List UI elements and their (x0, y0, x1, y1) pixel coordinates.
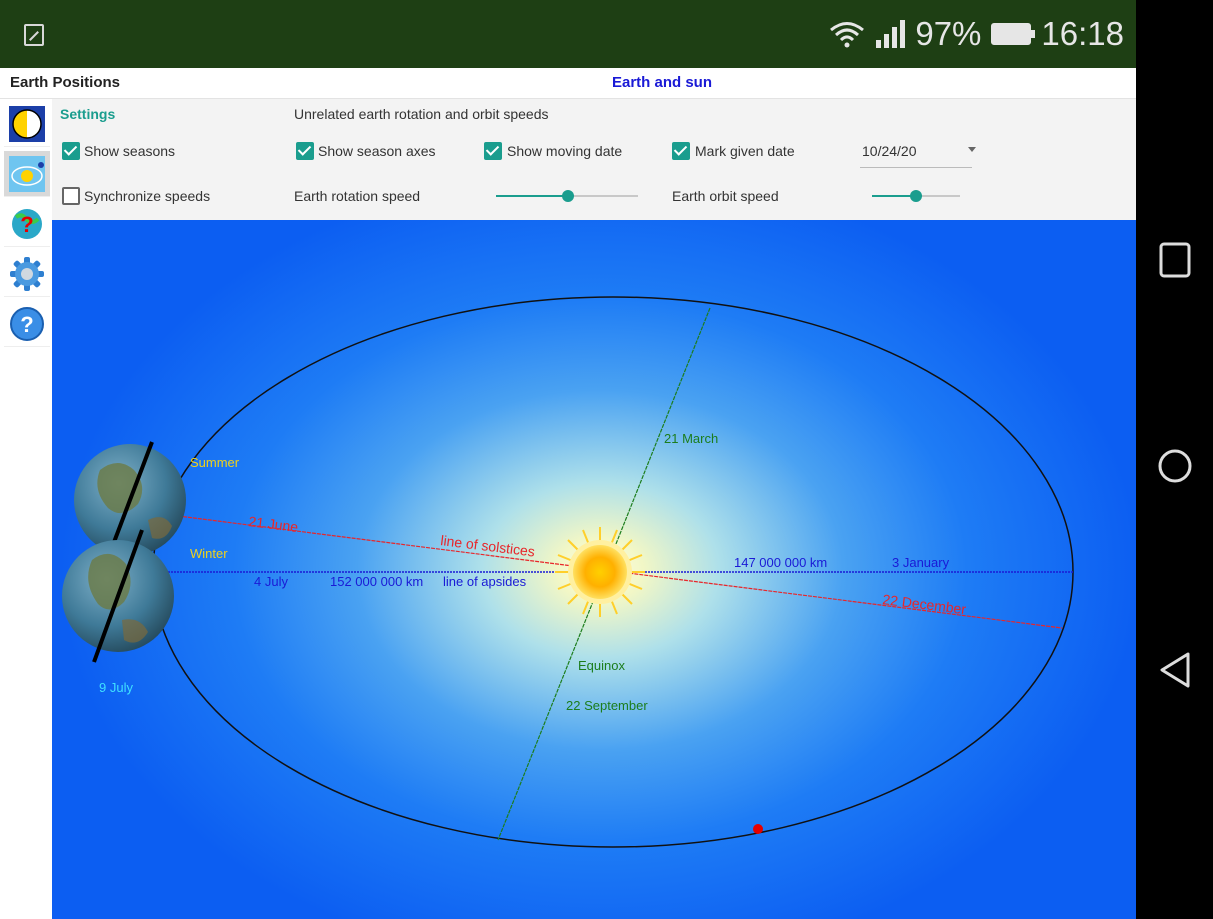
mark-given-date-label: Mark given date (695, 143, 795, 159)
march-21-label: 21 March (664, 431, 718, 446)
battery-percent: 97% (915, 15, 982, 52)
image-icon (24, 24, 44, 46)
wifi-icon (830, 22, 865, 48)
settings-title: Settings (60, 106, 116, 122)
july-9-label: 9 July (99, 680, 133, 695)
status-icons: 97% 16:18 (828, 14, 1124, 54)
svg-text:?: ? (20, 212, 33, 237)
perihelion-distance-label: 147 000 000 km (734, 555, 827, 570)
summer-label: Summer (190, 455, 240, 470)
earth-winter-icon (62, 529, 174, 663)
july-4-label: 4 July (254, 574, 288, 589)
app-title: Earth Positions (10, 74, 121, 91)
earth-summer-icon (74, 441, 186, 559)
slider-thumb[interactable] (910, 190, 922, 202)
clock-time: 16:18 (1041, 15, 1124, 52)
page-title: Earth and sun (612, 74, 713, 91)
show-season-axes-label: Show season axes (318, 143, 436, 159)
show-seasons-checkbox[interactable] (62, 142, 80, 160)
line-of-apsides-label: line of apsides (443, 574, 527, 589)
sidebar: ? ? (0, 99, 53, 919)
show-season-axes-checkbox[interactable] (296, 142, 314, 160)
signal-icon (876, 20, 906, 48)
show-moving-date-checkbox[interactable] (484, 142, 502, 160)
quiz-icon: ? (12, 208, 42, 239)
help-icon: ? (10, 306, 44, 341)
sidebar-item-day-night[interactable] (4, 101, 50, 147)
svg-text:?: ? (20, 312, 33, 337)
settings-subtitle: Unrelated earth rotation and orbit speed… (294, 106, 549, 122)
equinox-label: Equinox (578, 658, 625, 673)
given-date-dropdown[interactable]: 10/24/20 (860, 131, 976, 168)
day-night-icon (9, 105, 45, 142)
synchronize-speeds-label: Synchronize speeds (84, 188, 211, 204)
september-22-label: 22 September (566, 698, 648, 713)
given-date-value: 10/24/20 (862, 143, 917, 159)
aphelion-distance-label: 152 000 000 km (330, 574, 423, 589)
chevron-down-icon (968, 147, 976, 152)
sidebar-item-orbit[interactable] (4, 151, 50, 197)
earth-orbit-speed-label: Earth orbit speed (672, 188, 779, 204)
show-seasons-label: Show seasons (84, 143, 176, 159)
sidebar-item-quiz[interactable]: ? (4, 201, 50, 247)
mark-given-date-checkbox[interactable] (672, 142, 690, 160)
home-icon[interactable] (1136, 436, 1213, 496)
slider-thumb[interactable] (562, 190, 574, 202)
sidebar-item-settings[interactable] (4, 251, 50, 297)
december-22-label: 22 December (882, 591, 968, 617)
gear-icon (10, 256, 44, 291)
orbit-diagram[interactable]: Summer Winter 21 June line of solstices … (52, 220, 1136, 919)
given-date-marker (753, 824, 763, 834)
earth-rotation-speed-label: Earth rotation speed (294, 188, 421, 204)
settings-panel: Settings Unrelated earth rotation and or… (52, 99, 1136, 220)
sidebar-item-help[interactable]: ? (4, 301, 50, 347)
synchronize-speeds-checkbox[interactable] (62, 187, 80, 205)
sun-icon (555, 527, 645, 617)
january-3-label: 3 January (892, 555, 950, 570)
show-moving-date-label: Show moving date (507, 143, 623, 159)
app-header: Earth Positions Earth and sun (0, 68, 1136, 99)
system-nav-bar (1136, 0, 1213, 919)
back-icon[interactable] (1136, 640, 1213, 700)
winter-label: Winter (190, 546, 228, 561)
recent-apps-icon[interactable] (1136, 230, 1213, 290)
june-21-label: 21 June (248, 513, 300, 535)
status-bar: 97% 16:18 (0, 0, 1136, 68)
orbit-icon (9, 155, 45, 192)
battery-icon (991, 23, 1036, 45)
